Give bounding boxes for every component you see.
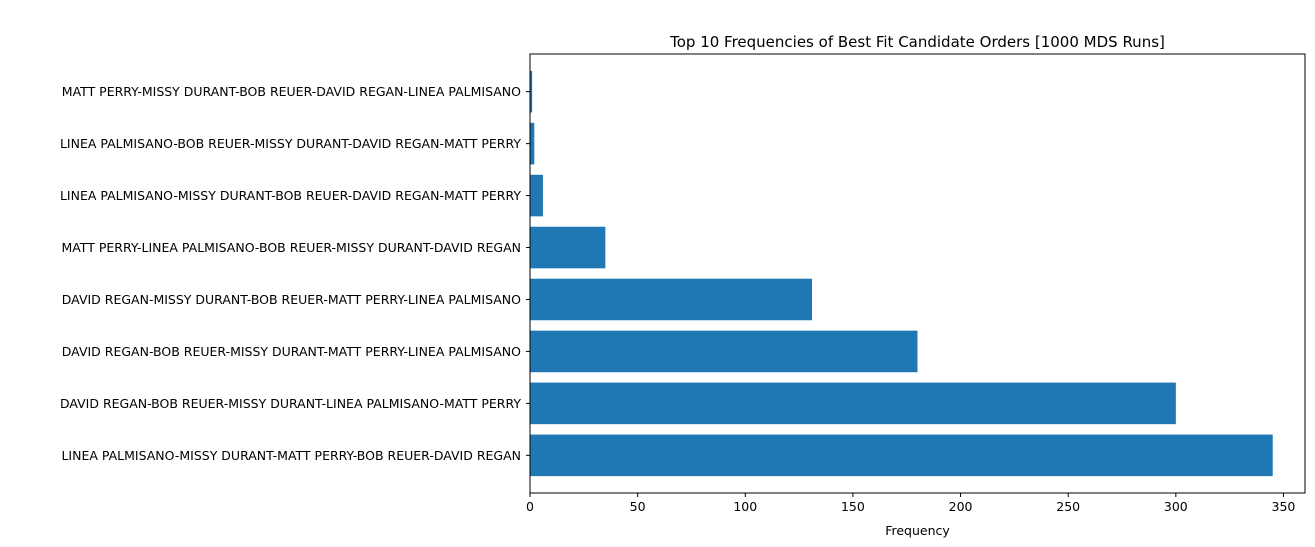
x-tick-label: 350 <box>1272 499 1296 514</box>
x-axis-title: Frequency <box>885 523 950 538</box>
y-tick-label: MATT PERRY-LINEA PALMISANO-BOB REUER-MIS… <box>61 240 521 255</box>
bar <box>530 434 1273 477</box>
bar <box>530 122 535 165</box>
axes-layer <box>529 53 1306 494</box>
y-tick-label: DAVID REGAN-BOB REUER-MISSY DURANT-MATT … <box>62 344 521 359</box>
y-tick-label: DAVID REGAN-BOB REUER-MISSY DURANT-LINEA… <box>60 396 521 411</box>
x-tick-label: 200 <box>949 499 973 514</box>
x-tick-label: 150 <box>841 499 865 514</box>
bar <box>530 70 533 113</box>
bar <box>530 382 1176 425</box>
bar <box>530 174 543 217</box>
bar <box>530 330 918 373</box>
chart-title: Top 10 Frequencies of Best Fit Candidate… <box>669 33 1165 51</box>
y-tick-label: DAVID REGAN-MISSY DURANT-BOB REUER-MATT … <box>62 292 521 307</box>
y-tick-label: LINEA PALMISANO-BOB REUER-MISSY DURANT-D… <box>60 136 521 151</box>
bars-layer <box>530 70 1273 477</box>
bar <box>530 226 606 269</box>
x-tick-label: 250 <box>1056 499 1080 514</box>
y-axis-ticks: LINEA PALMISANO-MISSY DURANT-MATT PERRY-… <box>60 84 530 463</box>
y-tick-label: LINEA PALMISANO-MISSY DURANT-BOB REUER-D… <box>60 188 521 203</box>
y-tick-label: LINEA PALMISANO-MISSY DURANT-MATT PERRY-… <box>61 448 521 463</box>
x-tick-label: 0 <box>526 499 534 514</box>
x-tick-label: 50 <box>630 499 646 514</box>
bar <box>530 278 813 321</box>
plot-frame <box>529 53 1306 494</box>
y-tick-label: MATT PERRY-MISSY DURANT-BOB REUER-DAVID … <box>62 84 521 99</box>
x-axis-ticks: 0 50 100 150 200 250 300 350 <box>526 493 1295 514</box>
x-tick-label: 300 <box>1164 499 1188 514</box>
x-tick-label: 100 <box>733 499 757 514</box>
